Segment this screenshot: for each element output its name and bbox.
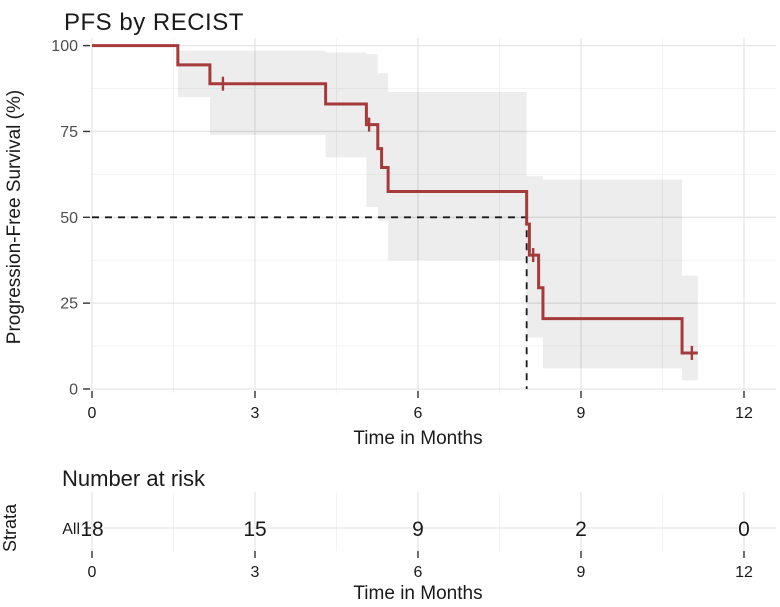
risk-table-title: Number at risk [62,466,206,491]
table-x-tick-label: 12 [735,564,753,581]
x-tick-label: 9 [577,405,586,422]
y-tick-label: 25 [60,296,78,313]
risk-count: 0 [738,518,750,541]
risk-table-x-axis-label: Time in Months [353,583,482,604]
survival-curve [92,44,698,360]
strata-label: All [62,521,80,538]
y-tick-label: 0 [69,382,78,399]
risk-table-gridlines [90,492,776,551]
y-tick-label: 50 [60,210,78,227]
y-tick-label: 75 [60,124,78,141]
table-x-tick-label: 3 [251,564,260,581]
confidence-band [177,50,698,381]
km-step-line [92,44,698,355]
risk-count: 18 [80,518,103,541]
x-tick-label: 12 [735,405,753,422]
chart-title: PFS by RECIST [64,9,244,36]
x-axis-label: Time in Months [353,428,482,449]
main-axes: 0 25 50 75 100 0 3 6 9 12 [51,38,753,422]
risk-count: 2 [575,518,587,541]
main-gridlines [90,38,776,393]
table-x-tick-label: 9 [577,564,586,581]
risk-table-content: All 18 15 9 2 0 0 3 6 9 12 [62,518,753,581]
risk-count: 9 [412,518,424,541]
median-reference-lines [92,216,528,389]
risk-table-panel: Number at risk Strata All 18 15 9 2 0 0 3 6 9 12 T… [0,466,776,604]
table-x-tick-label: 6 [414,564,423,581]
risk-count: 15 [243,518,266,541]
ci-ribbon [177,50,698,381]
y-axis-label: Progression-Free Survival (%) [4,90,25,344]
x-tick-label: 0 [88,405,97,422]
x-tick-label: 3 [251,405,260,422]
x-tick-label: 6 [414,405,423,422]
table-x-tick-label: 0 [88,564,97,581]
y-tick-label: 100 [51,38,78,55]
risk-table-strata-axis-label: Strata [0,503,20,552]
main-plot-panel: 0 25 50 75 100 0 3 6 9 12 [51,38,776,422]
